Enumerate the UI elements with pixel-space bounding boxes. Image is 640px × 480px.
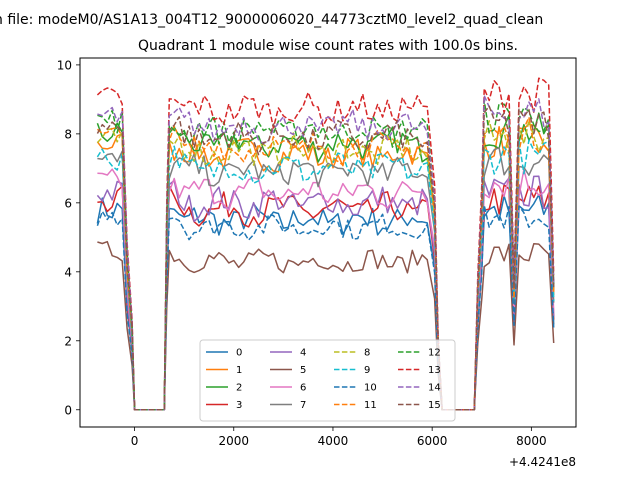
- chart-title: Quadrant 1 module wise count rates with …: [138, 38, 518, 54]
- plot-area: [96, 77, 555, 411]
- y-tick-label: 8: [64, 127, 72, 141]
- series-line-6: [97, 168, 555, 411]
- legend-label-9: 9: [364, 365, 370, 376]
- legend-label-12: 12: [428, 348, 441, 359]
- x-tick-label: 6000: [417, 434, 448, 448]
- series-line-13: [96, 77, 555, 411]
- x-tick-label: 8000: [516, 434, 547, 448]
- legend-label-4: 4: [300, 348, 306, 359]
- x-tick-label: 4000: [318, 434, 349, 448]
- y-tick-label: 2: [64, 334, 72, 348]
- series-line-15: [96, 105, 555, 411]
- series-line-14: [97, 94, 555, 411]
- legend-label-1: 1: [236, 365, 242, 376]
- y-tick-label: 0: [64, 403, 72, 417]
- x-tick-label: 0: [131, 434, 139, 448]
- series-line-5: [97, 240, 555, 411]
- legend-label-6: 6: [300, 383, 306, 394]
- legend-label-7: 7: [300, 400, 306, 411]
- y-axis: 0 2 4 6 8 10: [57, 58, 80, 417]
- legend-label-8: 8: [364, 348, 370, 359]
- x-axis: 0 2000 4000 6000 8000: [131, 427, 547, 448]
- legend-label-2: 2: [236, 383, 242, 394]
- x-axis-offset-label: +4.4241e8: [509, 455, 576, 469]
- axes-frame: [79, 57, 577, 428]
- legend-label-3: 3: [236, 400, 242, 411]
- legend-label-5: 5: [300, 365, 306, 376]
- legend-label-0: 0: [236, 348, 242, 359]
- x-tick-label: 2000: [218, 434, 249, 448]
- y-tick-label: 4: [64, 265, 72, 279]
- series-line-10: [96, 204, 555, 411]
- legend-frame: [199, 339, 456, 422]
- y-tick-label: 10: [57, 58, 72, 72]
- y-tick-label: 6: [64, 196, 72, 210]
- figure-suptitle: n file: modeM0/AS1A13_004T12_9000006020_…: [0, 12, 543, 28]
- legend-label-14: 14: [428, 383, 441, 394]
- legend-label-11: 11: [364, 400, 377, 411]
- legend-label-13: 13: [428, 365, 441, 376]
- series-line-9: [96, 139, 555, 411]
- legend-label-10: 10: [364, 383, 377, 394]
- legend-label-15: 15: [428, 400, 441, 411]
